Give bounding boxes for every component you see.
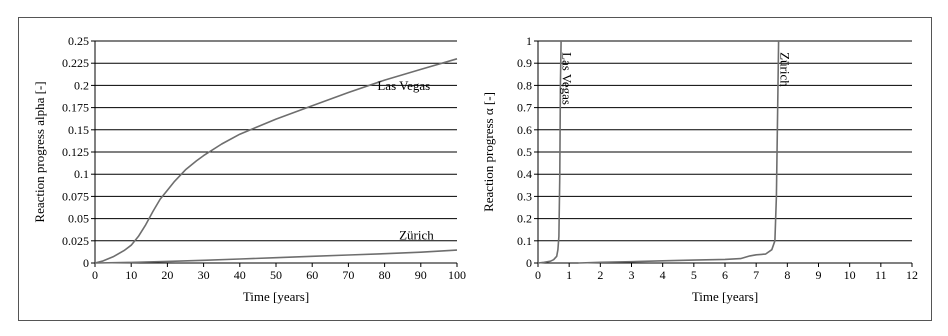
chart1-y-tick-label: 0.225 bbox=[62, 56, 89, 70]
chart2-x-tick-label: 0 bbox=[535, 268, 541, 282]
chart1-y-tick-label: 0.25 bbox=[68, 34, 89, 48]
chart1-y-tick-label: 0.125 bbox=[62, 145, 89, 159]
chart1-y-tick-label: 0.05 bbox=[68, 212, 89, 226]
chart1-x-tick-label: 100 bbox=[448, 268, 466, 282]
chart1-y-tick-label: 0 bbox=[83, 256, 89, 270]
chart2-x-tick-label: 2 bbox=[597, 268, 603, 282]
chart2-x-tick-label: 11 bbox=[875, 268, 887, 282]
chart2-x-tick-label: 12 bbox=[906, 268, 918, 282]
chart2-x-tick-label: 3 bbox=[629, 268, 635, 282]
chart1-x-tick-label: 60 bbox=[306, 268, 318, 282]
chart1-x-tick-label: 80 bbox=[379, 268, 391, 282]
chart2-annotation: Las Vegas bbox=[559, 52, 574, 105]
chart2-annotation: Zürich bbox=[777, 52, 792, 87]
chart1-series-z-rich-line bbox=[94, 249, 458, 264]
chart2-y-tick-label: 1 bbox=[526, 34, 532, 48]
chart1-x-tick-label: 40 bbox=[234, 268, 246, 282]
chart1-x-tick-label: 10 bbox=[125, 268, 137, 282]
chart2-y-tick-label: 0 bbox=[526, 256, 532, 270]
chart1-y-tick-label: 0.175 bbox=[62, 101, 89, 115]
chart2-y-axis-label: Reaction progress α [-] bbox=[481, 92, 496, 212]
chart1-x-tick-label: 50 bbox=[270, 268, 282, 282]
chart1-y-tick-label: 0.075 bbox=[62, 189, 89, 203]
chart1-x-tick-label: 30 bbox=[198, 268, 210, 282]
figure-frame bbox=[18, 17, 932, 321]
chart1-x-tick-label: 70 bbox=[342, 268, 354, 282]
chart2-x-tick-label: 5 bbox=[691, 268, 697, 282]
chart1-series-las-vegas-line bbox=[94, 58, 458, 264]
chart2-y-tick-label: 0.8 bbox=[517, 78, 532, 92]
chart2-series-las-vegas-line bbox=[537, 40, 562, 264]
chart2-y-tick-label: 0.4 bbox=[517, 167, 532, 181]
chart1-y-tick-label: 0.1 bbox=[74, 167, 89, 181]
chart2-y-tick-label: 0.9 bbox=[517, 56, 532, 70]
chart1-x-tick-label: 90 bbox=[415, 268, 427, 282]
chart2-x-tick-label: 10 bbox=[844, 268, 856, 282]
chart2-x-tick-label: 7 bbox=[753, 268, 759, 282]
chart2-y-tick-label: 0.7 bbox=[517, 101, 532, 115]
chart1-y-tick-label: 0.15 bbox=[68, 123, 89, 137]
chart2-x-tick-label: 6 bbox=[722, 268, 728, 282]
chart1-y-tick-label: 0.025 bbox=[62, 234, 89, 248]
chart1-annotation: Zürich bbox=[399, 227, 434, 242]
chart2-y-tick-label: 0.1 bbox=[517, 234, 532, 248]
chart2-x-tick-label: 9 bbox=[816, 268, 822, 282]
chart2-x-axis-label: Time [years] bbox=[692, 289, 758, 304]
chart1-annotation: Las Vegas bbox=[377, 78, 430, 93]
chart2-x-tick-label: 8 bbox=[784, 268, 790, 282]
chart2-x-tick-label: 4 bbox=[660, 268, 666, 282]
chart2-y-tick-label: 0.3 bbox=[517, 189, 532, 203]
chart1-y-tick-label: 0.2 bbox=[74, 78, 89, 92]
chart2-y-tick-label: 0.2 bbox=[517, 212, 532, 226]
chart2-series-z-rich-line bbox=[578, 40, 780, 264]
chart2-y-tick-label: 0.6 bbox=[517, 123, 532, 137]
chart1-x-axis-label: Time [years] bbox=[243, 289, 309, 304]
chart1-x-tick-label: 20 bbox=[161, 268, 173, 282]
chart1-x-tick-label: 0 bbox=[92, 268, 98, 282]
chart2-x-tick-label: 1 bbox=[566, 268, 572, 282]
chart1-y-axis-label: Reaction progress alpha [-] bbox=[32, 81, 47, 222]
chart2-y-tick-label: 0.5 bbox=[517, 145, 532, 159]
